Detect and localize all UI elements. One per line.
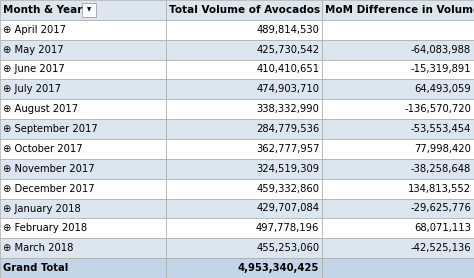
Bar — [322, 159, 474, 179]
Text: -64,083,988: -64,083,988 — [411, 45, 471, 55]
Text: -53,553,454: -53,553,454 — [410, 124, 471, 134]
Bar — [322, 219, 474, 238]
Bar — [0, 0, 166, 20]
Text: ⊕ January 2018: ⊕ January 2018 — [3, 203, 81, 214]
Text: -15,319,891: -15,319,891 — [410, 64, 471, 75]
Text: 425,730,542: 425,730,542 — [256, 45, 319, 55]
Bar — [166, 139, 322, 159]
Bar — [0, 59, 166, 80]
Text: ⊕ March 2018: ⊕ March 2018 — [3, 243, 73, 253]
Text: 324,519,309: 324,519,309 — [256, 164, 319, 174]
Text: ⊕ May 2017: ⊕ May 2017 — [3, 45, 64, 55]
Text: 455,253,060: 455,253,060 — [256, 243, 319, 253]
Text: ⊕ December 2017: ⊕ December 2017 — [3, 184, 95, 194]
Text: 338,332,990: 338,332,990 — [256, 104, 319, 114]
Bar — [0, 198, 166, 219]
Text: ▼: ▼ — [87, 8, 91, 13]
Bar — [0, 219, 166, 238]
Text: 4,953,340,425: 4,953,340,425 — [238, 263, 319, 273]
Text: -42,525,136: -42,525,136 — [410, 243, 471, 253]
Text: 459,332,860: 459,332,860 — [256, 184, 319, 194]
Text: 489,814,530: 489,814,530 — [256, 25, 319, 35]
Text: ⊕ November 2017: ⊕ November 2017 — [3, 164, 95, 174]
Text: ⊕ February 2018: ⊕ February 2018 — [3, 223, 87, 233]
Bar — [166, 99, 322, 119]
Bar — [322, 258, 474, 278]
Text: 68,071,113: 68,071,113 — [414, 223, 471, 233]
Text: 284,779,536: 284,779,536 — [256, 124, 319, 134]
Bar — [322, 198, 474, 219]
Text: ⊕ June 2017: ⊕ June 2017 — [3, 64, 65, 75]
Text: ⊕ October 2017: ⊕ October 2017 — [3, 144, 82, 154]
Bar — [322, 139, 474, 159]
Text: 497,778,196: 497,778,196 — [256, 223, 319, 233]
Bar — [166, 198, 322, 219]
Text: -136,570,720: -136,570,720 — [404, 104, 471, 114]
Bar — [166, 80, 322, 99]
Bar — [322, 20, 474, 40]
Bar — [0, 139, 166, 159]
Text: 362,777,957: 362,777,957 — [256, 144, 319, 154]
Bar — [322, 59, 474, 80]
Text: 64,493,059: 64,493,059 — [414, 84, 471, 94]
Bar — [166, 179, 322, 198]
Bar — [0, 258, 166, 278]
Bar — [166, 0, 322, 20]
Bar — [166, 40, 322, 59]
Bar — [166, 20, 322, 40]
Text: 134,813,552: 134,813,552 — [408, 184, 471, 194]
Bar — [0, 80, 166, 99]
Text: ⊕ July 2017: ⊕ July 2017 — [3, 84, 61, 94]
Text: ⊕ September 2017: ⊕ September 2017 — [3, 124, 98, 134]
Text: ⊕ April 2017: ⊕ April 2017 — [3, 25, 66, 35]
Bar — [322, 0, 474, 20]
Bar — [0, 20, 166, 40]
Bar — [82, 3, 96, 17]
Text: 410,410,651: 410,410,651 — [256, 64, 319, 75]
Bar — [166, 59, 322, 80]
Bar — [166, 159, 322, 179]
Bar — [166, 258, 322, 278]
Text: MoM Difference in Volume: MoM Difference in Volume — [325, 5, 474, 15]
Text: 77,998,420: 77,998,420 — [414, 144, 471, 154]
Bar — [0, 99, 166, 119]
Bar — [0, 179, 166, 198]
Bar — [166, 119, 322, 139]
Bar — [0, 40, 166, 59]
Text: Grand Total: Grand Total — [3, 263, 68, 273]
Text: 474,903,710: 474,903,710 — [256, 84, 319, 94]
Bar — [322, 99, 474, 119]
Bar — [322, 179, 474, 198]
Bar — [322, 119, 474, 139]
Bar — [166, 238, 322, 258]
Bar — [322, 238, 474, 258]
Text: -38,258,648: -38,258,648 — [411, 164, 471, 174]
Bar — [322, 80, 474, 99]
Text: -29,625,776: -29,625,776 — [410, 203, 471, 214]
Bar — [166, 219, 322, 238]
Bar — [0, 119, 166, 139]
Bar — [0, 238, 166, 258]
Text: 429,707,084: 429,707,084 — [256, 203, 319, 214]
Text: Total Volume of Avocados: Total Volume of Avocados — [169, 5, 320, 15]
Bar — [0, 159, 166, 179]
Text: Month & Year: Month & Year — [3, 5, 82, 15]
Bar — [322, 40, 474, 59]
Text: ⊕ August 2017: ⊕ August 2017 — [3, 104, 78, 114]
